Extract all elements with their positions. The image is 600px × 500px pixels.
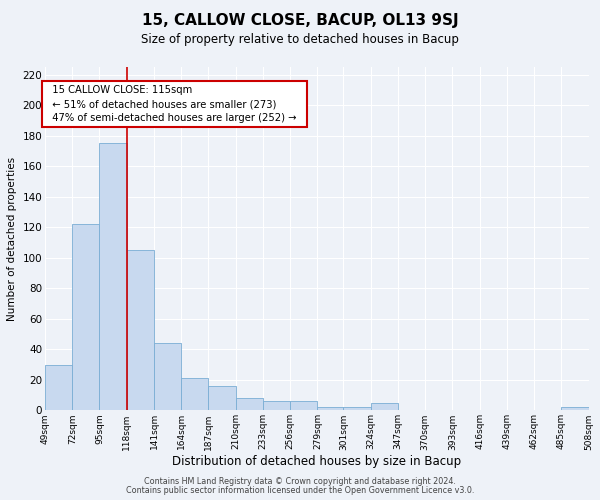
Text: Size of property relative to detached houses in Bacup: Size of property relative to detached ho… — [141, 32, 459, 46]
Bar — [290, 401, 317, 410]
Bar — [100, 144, 127, 410]
X-axis label: Distribution of detached houses by size in Bacup: Distribution of detached houses by size … — [172, 455, 461, 468]
Text: Contains public sector information licensed under the Open Government Licence v3: Contains public sector information licen… — [126, 486, 474, 495]
Bar — [317, 408, 343, 410]
Bar — [562, 408, 589, 410]
Bar — [127, 250, 154, 410]
Text: 15 CALLOW CLOSE: 115sqm  
  ← 51% of detached houses are smaller (273)  
  47% o: 15 CALLOW CLOSE: 115sqm ← 51% of detache… — [46, 86, 303, 124]
Text: 15, CALLOW CLOSE, BACUP, OL13 9SJ: 15, CALLOW CLOSE, BACUP, OL13 9SJ — [142, 12, 458, 28]
Bar — [343, 408, 371, 410]
Y-axis label: Number of detached properties: Number of detached properties — [7, 156, 17, 320]
Bar — [154, 343, 181, 410]
Bar — [371, 402, 398, 410]
Bar — [208, 386, 236, 410]
Bar — [45, 364, 72, 410]
Text: Contains HM Land Registry data © Crown copyright and database right 2024.: Contains HM Land Registry data © Crown c… — [144, 477, 456, 486]
Bar — [263, 401, 290, 410]
Bar — [181, 378, 208, 410]
Bar — [236, 398, 263, 410]
Bar — [72, 224, 100, 410]
